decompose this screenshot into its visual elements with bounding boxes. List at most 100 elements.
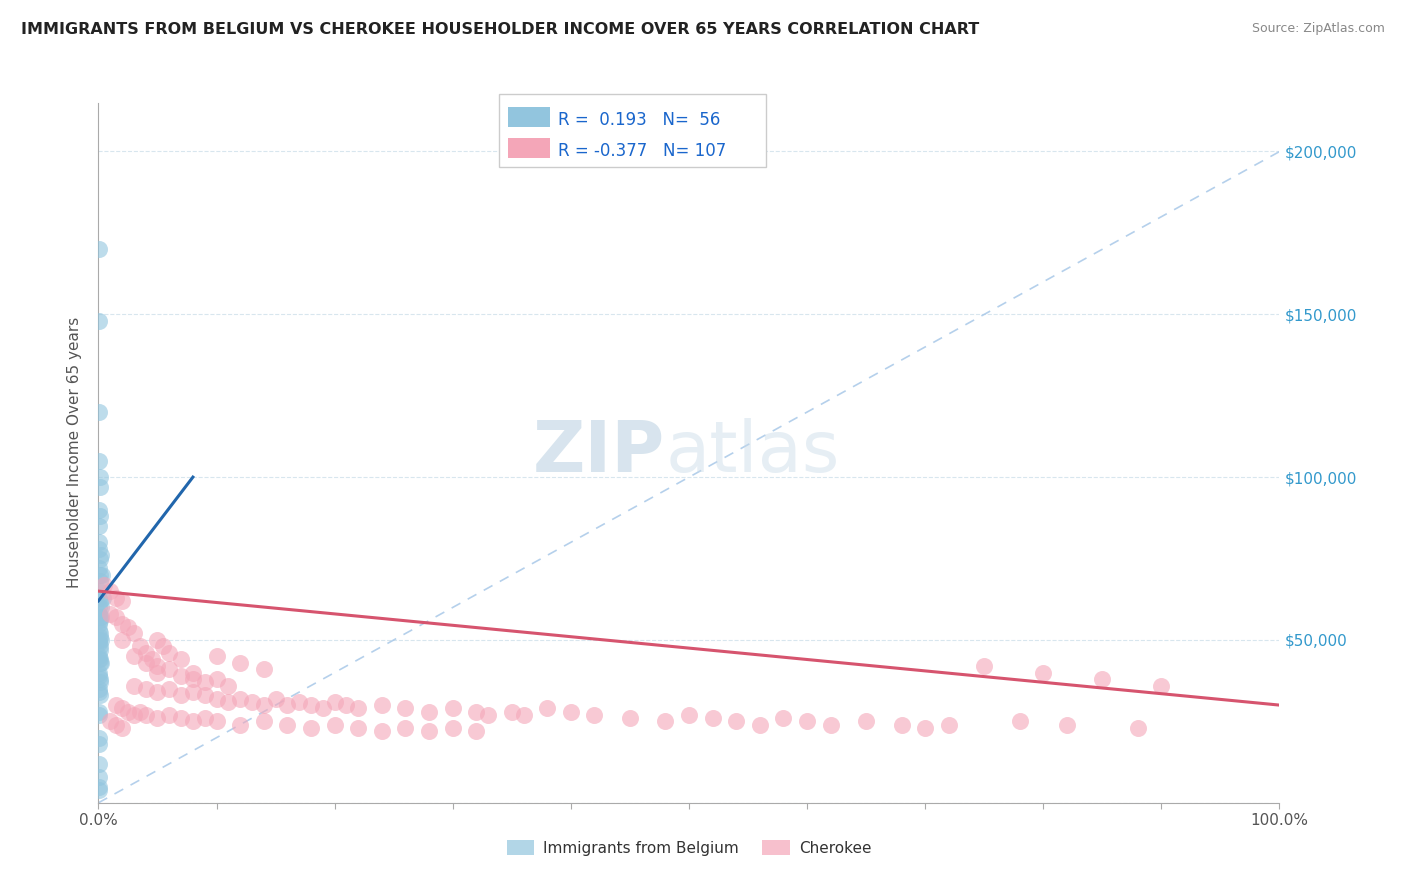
Text: ZIP: ZIP (533, 418, 665, 487)
Point (654, 714, 676, 729)
Point (90, 610, 112, 624)
Point (299, 698, 322, 712)
Point (217, 679, 239, 693)
Point (87, 756, 110, 771)
Point (170, 652, 193, 666)
Point (122, 626, 145, 640)
Point (418, 724, 440, 739)
Point (111, 721, 134, 735)
Point (87, 731, 110, 745)
Point (91, 567, 114, 582)
Point (146, 659, 169, 673)
Point (323, 717, 346, 731)
Point (702, 711, 724, 725)
Point (217, 695, 239, 709)
Point (87, 535, 110, 549)
Point (288, 695, 311, 709)
Point (229, 717, 252, 731)
Point (253, 698, 276, 712)
Point (87, 665, 110, 680)
Point (253, 714, 276, 729)
Point (205, 691, 228, 706)
Text: Source: ZipAtlas.com: Source: ZipAtlas.com (1251, 22, 1385, 36)
Point (1032, 665, 1054, 680)
Point (477, 707, 499, 722)
Point (394, 701, 416, 715)
Point (194, 689, 217, 703)
Point (170, 711, 193, 725)
Point (678, 707, 700, 722)
Point (441, 721, 464, 735)
Point (105, 698, 128, 712)
Point (170, 689, 193, 703)
Point (583, 707, 606, 722)
Point (181, 672, 204, 686)
Point (146, 665, 169, 680)
Point (157, 662, 180, 676)
Point (89, 656, 111, 670)
Point (347, 721, 370, 735)
Point (394, 721, 416, 735)
Point (146, 711, 169, 725)
Y-axis label: Householder Income Over 65 years: Householder Income Over 65 years (67, 317, 83, 589)
Point (89, 574, 111, 589)
Point (229, 656, 252, 670)
Point (465, 724, 488, 739)
Point (560, 705, 582, 719)
Point (89, 672, 111, 686)
Point (117, 705, 139, 719)
Point (1091, 672, 1114, 686)
Point (141, 652, 163, 666)
Point (194, 711, 217, 725)
Point (98, 714, 121, 729)
Point (323, 695, 346, 709)
Text: R = -0.377   N= 107: R = -0.377 N= 107 (558, 142, 727, 160)
Point (89, 541, 111, 556)
Text: IMMIGRANTS FROM BELGIUM VS CHEROKEE HOUSEHOLDER INCOME OVER 65 YEARS CORRELATION: IMMIGRANTS FROM BELGIUM VS CHEROKEE HOUS… (21, 22, 980, 37)
Point (87, 584, 110, 599)
Point (772, 711, 794, 725)
Point (441, 701, 464, 715)
Point (89, 567, 111, 582)
Point (536, 701, 558, 715)
Point (181, 665, 204, 680)
Legend: Immigrants from Belgium, Cherokee: Immigrants from Belgium, Cherokee (501, 833, 877, 862)
Point (89, 405, 111, 419)
Point (1150, 679, 1173, 693)
Point (89, 519, 111, 533)
Point (312, 701, 335, 715)
Point (89, 636, 111, 650)
Point (152, 640, 174, 654)
Point (89, 591, 111, 605)
Point (122, 707, 145, 722)
Point (89, 640, 111, 654)
Point (111, 701, 134, 715)
Point (748, 717, 770, 731)
Point (820, 717, 842, 731)
Point (347, 701, 370, 715)
Point (89, 737, 111, 751)
Point (87, 454, 110, 468)
Point (89, 470, 111, 484)
Point (157, 707, 180, 722)
Point (1056, 717, 1078, 731)
Point (91, 591, 114, 605)
Point (371, 698, 394, 712)
Point (89, 685, 111, 699)
Point (205, 649, 228, 664)
Point (111, 594, 134, 608)
Point (87, 780, 110, 794)
Point (135, 656, 157, 670)
Point (87, 502, 110, 516)
Point (122, 649, 145, 664)
Point (90, 600, 112, 615)
Point (299, 721, 322, 735)
Point (240, 695, 263, 709)
Point (973, 659, 995, 673)
Point (796, 714, 818, 729)
Point (89, 675, 111, 690)
Point (89, 782, 111, 797)
Point (89, 623, 111, 637)
Point (205, 714, 228, 729)
Point (146, 685, 169, 699)
